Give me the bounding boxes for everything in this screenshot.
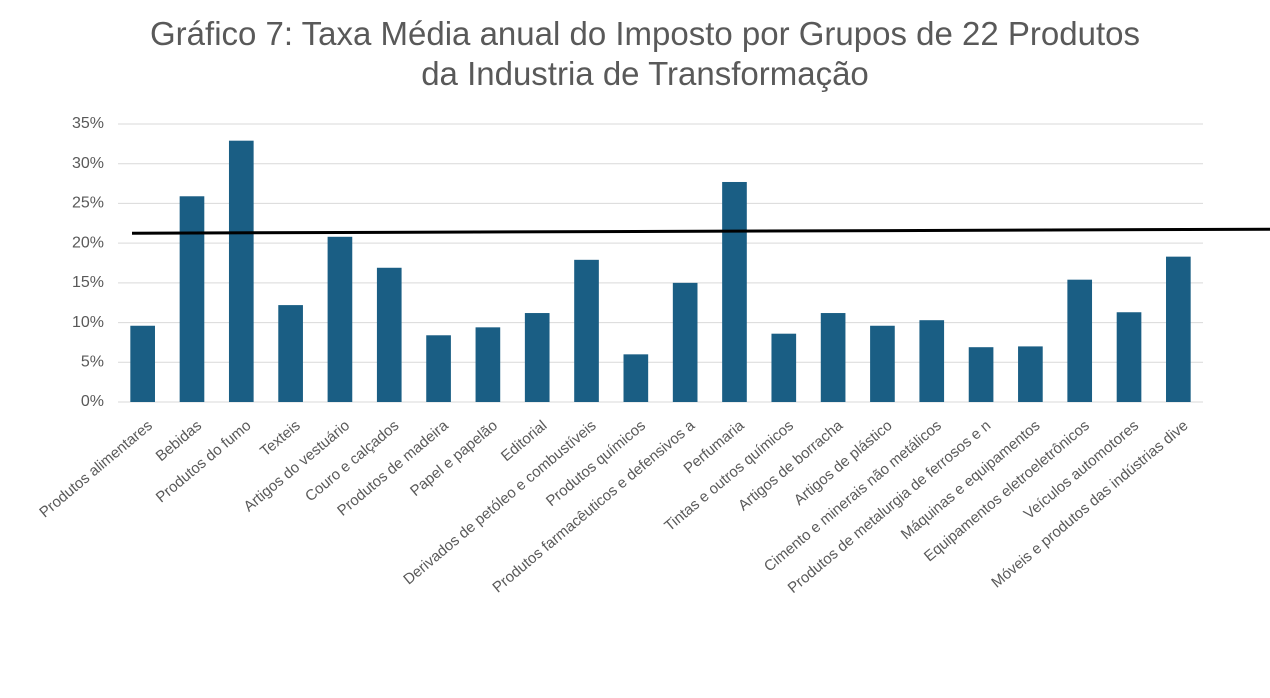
bar: [475, 327, 501, 402]
y-tick-label: 10%: [72, 314, 104, 331]
reference-line: [131, 227, 1270, 235]
bar: [820, 313, 846, 402]
y-tick-label: 30%: [72, 155, 104, 172]
bar: [919, 320, 945, 402]
bar: [1018, 346, 1043, 402]
bar: [228, 140, 254, 402]
bar: [376, 267, 402, 402]
bar: [968, 347, 994, 402]
bar: [130, 325, 155, 402]
bar: [574, 259, 599, 402]
bar: [179, 196, 205, 402]
bar: [327, 236, 353, 402]
y-tick-label: 5%: [81, 354, 104, 371]
x-tick-label: Papel e papelão: [407, 417, 501, 500]
bar: [672, 282, 698, 402]
x-tick-label: Produtos alimentares: [36, 417, 156, 521]
bar: [1166, 256, 1191, 402]
bar: [870, 325, 895, 402]
bar: [623, 354, 649, 402]
y-tick-label: 0%: [81, 393, 104, 410]
bar: [524, 313, 550, 402]
bar: [722, 181, 747, 402]
y-tick-label: 20%: [72, 234, 104, 251]
bar: [278, 305, 303, 402]
x-tick-label: Texteis: [257, 417, 304, 460]
chart-title: Gráfico 7: Taxa Média anual do Imposto p…: [150, 15, 1140, 92]
bar: [771, 333, 797, 402]
y-tick-label: 25%: [72, 195, 104, 212]
y-tick-label: 15%: [72, 274, 104, 291]
y-tick-label: 35%: [72, 115, 104, 132]
x-tick-label: Cimento e minerais não metálicos: [761, 417, 945, 575]
bar: [1116, 312, 1142, 402]
bar: [1067, 279, 1093, 402]
bar: [426, 335, 451, 402]
